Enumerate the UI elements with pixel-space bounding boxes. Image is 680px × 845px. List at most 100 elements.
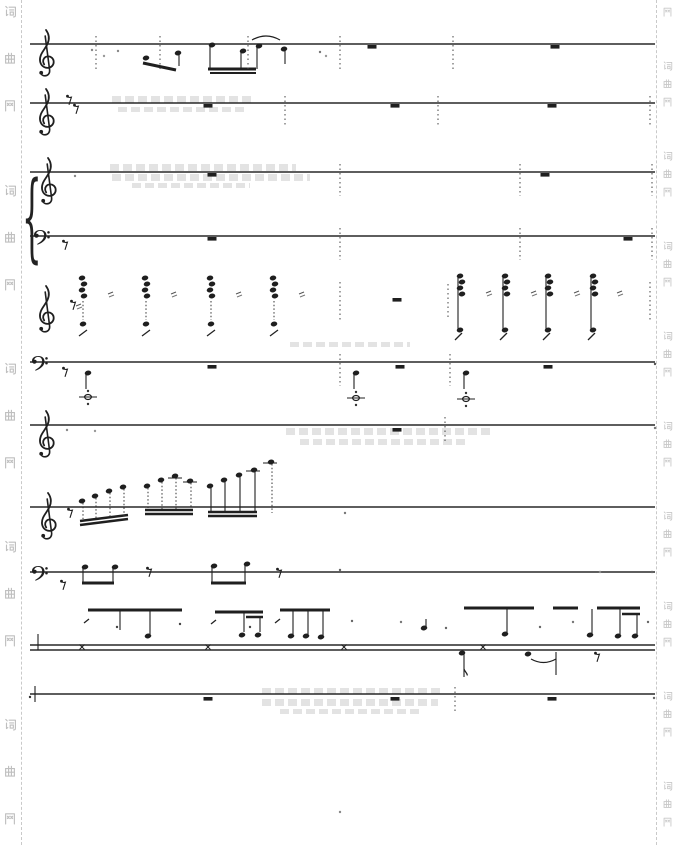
slur — [251, 35, 281, 41]
treble-clef-icon — [39, 88, 55, 136]
treble-clef-icon — [41, 157, 57, 205]
tremolo-mark — [485, 290, 492, 294]
note-head — [462, 370, 470, 376]
note-head — [143, 281, 151, 287]
whole-rest — [207, 173, 217, 177]
slur — [530, 658, 557, 664]
note-head — [352, 370, 360, 376]
tick-mark — [206, 329, 216, 337]
tick-mark — [274, 618, 281, 624]
note-head — [458, 291, 466, 297]
dot-mark — [115, 625, 119, 629]
dot-mark — [399, 620, 403, 624]
treble-clef-icon — [39, 29, 55, 77]
notation-text: ♭ — [50, 0, 58, 4]
note-head — [546, 279, 554, 285]
note-head — [267, 459, 275, 465]
treble-clef-icon — [41, 492, 57, 540]
note-head — [589, 327, 597, 333]
tremolo-mark — [76, 306, 83, 310]
whole-rest — [392, 428, 402, 432]
dot-mark — [86, 402, 90, 406]
note-head — [78, 498, 86, 504]
dot-mark — [65, 428, 69, 432]
note-head — [589, 285, 597, 291]
note-head — [589, 273, 597, 279]
right-dashed-border — [656, 0, 657, 845]
illegible-watermark-row — [280, 709, 420, 714]
staff-mark — [79, 644, 85, 650]
note-head — [591, 291, 599, 297]
tremolo-mark — [171, 294, 178, 298]
note-head — [142, 55, 150, 61]
note-head — [243, 561, 251, 567]
note-head — [235, 472, 243, 478]
tremolo-mark — [299, 294, 306, 298]
note-head — [544, 273, 552, 279]
note-head — [269, 287, 277, 293]
note-head — [206, 483, 214, 489]
tick-mark — [269, 329, 279, 337]
tremolo-mark — [170, 291, 177, 295]
note-head — [84, 370, 92, 376]
notation-text: ♭ — [62, 0, 70, 4]
treble-clef-icon — [39, 410, 55, 458]
note-head — [119, 484, 127, 490]
note-head — [81, 564, 89, 570]
eighth-rest — [594, 651, 601, 662]
eighth-rest — [60, 579, 67, 590]
whole-rest — [203, 697, 213, 701]
notation-text: ♭ — [56, 0, 64, 4]
whole-rest — [540, 173, 550, 177]
whole-rest — [547, 697, 557, 701]
dot-mark — [464, 391, 468, 395]
note-head — [206, 287, 214, 293]
illegible-watermark-row — [290, 342, 410, 347]
dot-mark — [178, 622, 182, 626]
note-head — [280, 46, 288, 52]
notation-text: ♭ — [56, 0, 64, 4]
note-head — [141, 287, 149, 293]
dot-mark — [350, 619, 354, 623]
note-head — [458, 650, 466, 656]
eighth-rest — [62, 239, 69, 250]
dot-mark — [464, 404, 468, 408]
dot-mark — [90, 48, 94, 52]
staff-mark — [205, 644, 211, 650]
notation-text: ♭ — [58, 0, 66, 4]
note-head — [287, 633, 295, 639]
note-head — [503, 279, 511, 285]
dot-mark — [598, 570, 602, 574]
illegible-watermark-row — [132, 183, 250, 188]
eighth-rest — [73, 103, 80, 114]
dot-mark — [318, 50, 322, 54]
dot-mark — [650, 570, 654, 574]
tremolo-mark — [616, 290, 623, 294]
note-head — [174, 50, 182, 56]
note-head — [79, 321, 87, 327]
note-head — [186, 478, 194, 484]
note-head — [544, 285, 552, 291]
bass-clef-icon — [32, 356, 48, 371]
dot-mark — [343, 511, 347, 515]
dot-mark — [444, 626, 448, 630]
note-head — [78, 287, 86, 293]
illegible-watermark-row — [262, 688, 444, 694]
note-head — [631, 633, 639, 639]
dot-mark — [653, 426, 657, 430]
note-head — [111, 564, 119, 570]
illegible-watermark-row — [300, 439, 468, 445]
note-head — [143, 483, 151, 489]
dot-mark — [73, 174, 77, 178]
beam — [142, 61, 177, 72]
notation-text: ♭ — [56, 0, 64, 4]
tremolo-mark — [235, 291, 242, 295]
note-head — [210, 563, 218, 569]
note-head — [78, 275, 86, 281]
dot-mark — [571, 620, 575, 624]
tremolo-mark — [75, 303, 82, 307]
whole-rest — [203, 104, 213, 108]
notation-text: ♭ — [60, 0, 68, 4]
